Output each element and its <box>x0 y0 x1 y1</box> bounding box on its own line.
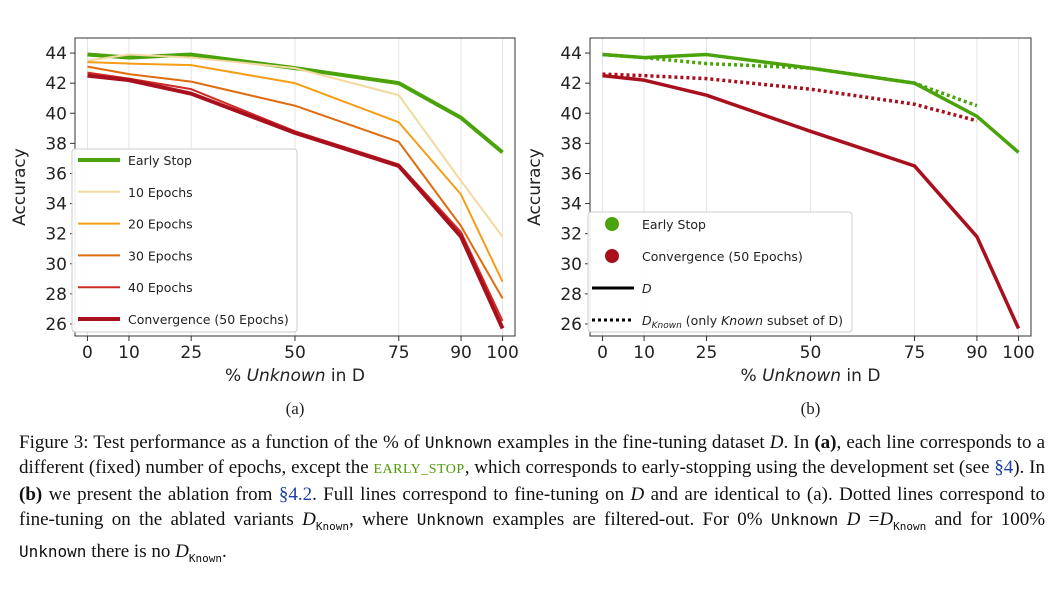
series-line <box>602 72 978 123</box>
x-tick-label: 0 <box>82 343 93 363</box>
y-tick-label: 28 <box>560 285 582 305</box>
panel-a: 0 10 25 50 75 90 100 26 28 30 32 34 36 38 40 42 44 % Unkn… <box>10 37 519 418</box>
x-tick-label: 10 <box>633 343 655 363</box>
legend-label: Convergence (50 Epochs) <box>128 312 289 327</box>
legend-label: 10 Epochs <box>128 185 193 200</box>
legend-box <box>71 148 298 333</box>
y-tick-label: 32 <box>560 225 582 245</box>
section-4-2-link[interactable]: §4.2 <box>278 484 313 505</box>
x-tick-label: 90 <box>966 343 988 363</box>
y-tick-label: 30 <box>45 255 67 275</box>
y-tick-label: 42 <box>560 74 582 94</box>
series-line <box>87 61 504 283</box>
legend-label: 20 Epochs <box>128 217 193 232</box>
x-axis-label: % Unknown in D <box>741 366 881 386</box>
y-tick-label: 44 <box>560 44 582 64</box>
y-tick-label: 28 <box>45 285 67 305</box>
y-tick-label: 42 <box>45 74 67 94</box>
section-4-link[interactable]: §4 <box>994 457 1014 478</box>
legend-box <box>587 211 853 333</box>
x-tick-label: 50 <box>800 343 822 363</box>
x-tick-label: 10 <box>118 343 140 363</box>
y-tick-label: 40 <box>45 104 67 124</box>
y-tick-label: 34 <box>45 195 67 215</box>
y-axis-label: Accuracy <box>525 148 545 226</box>
legend-label: 40 Epochs <box>128 280 193 295</box>
series-line <box>87 73 505 330</box>
x-tick-label: 25 <box>180 343 202 363</box>
legend-label: D <box>642 281 652 296</box>
y-tick-label: 38 <box>45 134 67 154</box>
x-tick-label: 90 <box>450 343 472 363</box>
x-tick-label: 75 <box>388 343 410 363</box>
panel-label: (b) <box>801 399 821 418</box>
y-tick-label: 40 <box>560 104 582 124</box>
y-tick-label: 36 <box>560 164 582 184</box>
early-stop-link[interactable]: EARLY_STOP <box>373 462 465 477</box>
series-line <box>87 53 504 238</box>
x-tick-label: 100 <box>1002 343 1034 363</box>
y-tick-label: 32 <box>45 225 67 245</box>
x-tick-label: 50 <box>284 343 306 363</box>
x-tick-label: 100 <box>486 343 518 363</box>
x-axis-label: % Unknown in D <box>225 366 365 386</box>
panel-label: (a) <box>286 399 305 418</box>
legend-label: Early Stop <box>642 217 706 232</box>
series-line <box>602 52 978 108</box>
plot-frame <box>589 37 1032 337</box>
legend-label: Early Stop <box>128 153 192 168</box>
y-tick-label: 34 <box>560 195 582 215</box>
y-axis-label: Accuracy <box>10 148 30 226</box>
legend-marker <box>605 217 619 231</box>
x-tick-label: 25 <box>696 343 718 363</box>
legend-marker <box>605 249 619 263</box>
y-tick-label: 36 <box>45 164 67 184</box>
legend-label: DKnown (only Known subset of D) <box>642 313 843 331</box>
caption-figure-label: Figure 3: <box>19 432 89 453</box>
y-tick-label: 38 <box>560 134 582 154</box>
series-line <box>602 52 1020 154</box>
y-tick-label: 44 <box>45 44 67 64</box>
panel-b: 0 10 25 50 75 90 100 26 28 30 32 34 36 38 40 42 44 % Unkn… <box>525 37 1035 418</box>
y-tick-label: 26 <box>45 315 67 335</box>
series-line <box>87 65 504 299</box>
x-tick-label: 0 <box>597 343 608 363</box>
y-tick-label: 30 <box>560 255 582 275</box>
figure-caption: Figure 3: Test performance as a function… <box>19 432 1046 565</box>
y-tick-label: 26 <box>560 315 582 335</box>
x-tick-label: 75 <box>904 343 926 363</box>
legend-label: Convergence (50 Epochs) <box>642 249 803 264</box>
series-line <box>602 73 1021 330</box>
legend-label: 30 Epochs <box>128 248 193 263</box>
